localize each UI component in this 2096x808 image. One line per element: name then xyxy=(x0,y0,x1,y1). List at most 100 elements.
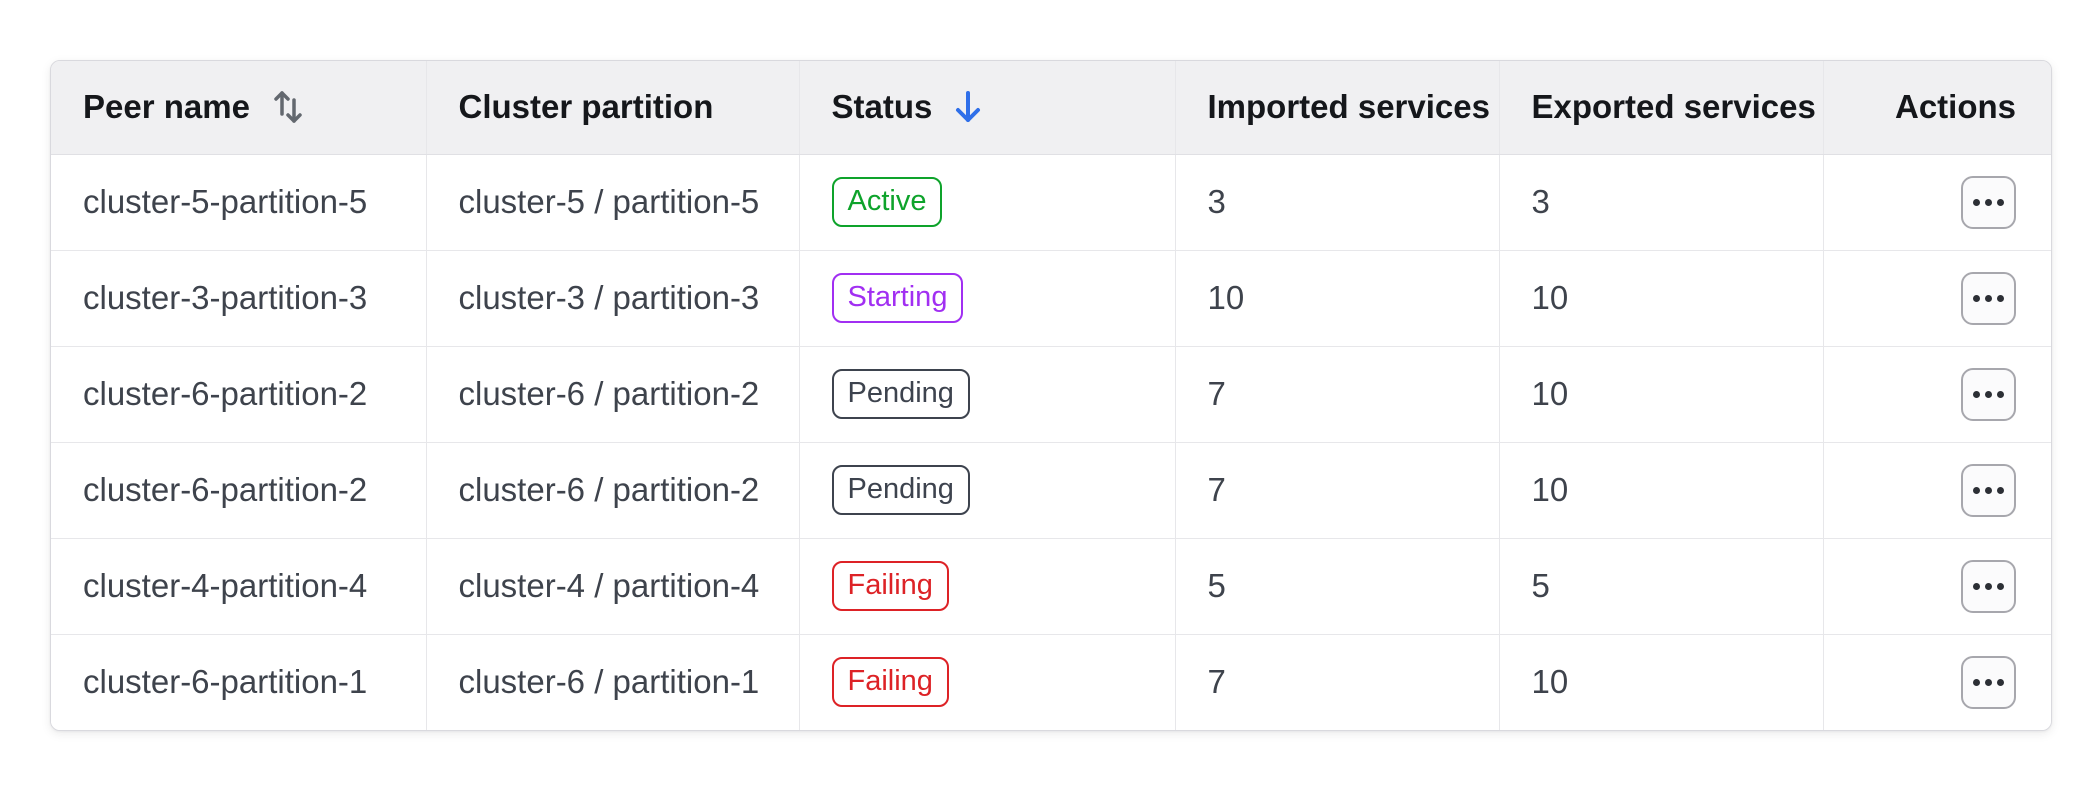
column-header-imported-services: Imported services xyxy=(1175,61,1500,155)
exported-services-value: 10 xyxy=(1531,471,1569,508)
peer-name-text: cluster-6-partition-2 xyxy=(83,471,368,508)
exported-services-cell: 10 xyxy=(1499,345,1824,442)
table-row: cluster-6-partition-2 cluster-6 / partit… xyxy=(51,441,2051,538)
imported-services-cell: 10 xyxy=(1175,249,1500,346)
column-header-peer-name[interactable]: Peer name xyxy=(51,61,427,155)
cluster-partition-cell: cluster-6 / partition-2 xyxy=(426,345,800,442)
exported-services-value: 3 xyxy=(1531,183,1550,220)
cluster-partition-text: cluster-4 / partition-4 xyxy=(458,567,760,604)
imported-services-value: 5 xyxy=(1207,567,1226,604)
row-actions-button[interactable] xyxy=(1961,271,2016,325)
cluster-partition-text: cluster-3 / partition-3 xyxy=(458,279,760,316)
peers-table-grid: Peer name Cluster partition xyxy=(51,61,2051,730)
status-cell: Pending xyxy=(799,441,1176,538)
ellipsis-icon xyxy=(1973,198,1980,206)
sort-both-icon xyxy=(274,91,302,123)
imported-services-cell: 3 xyxy=(1175,154,1500,250)
cluster-partition-text: cluster-6 / partition-1 xyxy=(458,663,760,701)
imported-services-value: 7 xyxy=(1207,471,1226,508)
column-label-actions: Actions xyxy=(1894,88,2016,126)
peer-name-cell: cluster-5-partition-5 xyxy=(51,154,427,250)
cluster-partition-cell: cluster-5 / partition-5 xyxy=(426,154,800,250)
peer-name-cell: cluster-6-partition-2 xyxy=(51,441,427,538)
status-cell: Failing xyxy=(799,633,1176,730)
table-row: cluster-4-partition-4 cluster-4 / partit… xyxy=(51,537,2051,634)
peer-name-text: cluster-6-partition-1 xyxy=(83,663,368,701)
cluster-partition-cell: cluster-6 / partition-1 xyxy=(426,633,800,730)
peer-name-cell: cluster-3-partition-3 xyxy=(51,249,427,346)
exported-services-value: 5 xyxy=(1531,567,1550,604)
table-row: cluster-6-partition-2 cluster-6 / partit… xyxy=(51,345,2051,442)
cluster-partition-text: cluster-6 / partition-2 xyxy=(458,471,760,508)
imported-services-cell: 7 xyxy=(1175,633,1500,730)
exported-services-value: 10 xyxy=(1531,375,1569,412)
column-header-cluster-partition: Cluster partition xyxy=(426,61,800,155)
exported-services-value: 10 xyxy=(1531,663,1569,701)
column-header-status[interactable]: Status xyxy=(799,61,1176,155)
status-cell: Starting xyxy=(799,249,1176,346)
imported-services-value: 10 xyxy=(1207,279,1245,316)
exported-services-cell: 10 xyxy=(1499,249,1824,346)
arrow-down-icon xyxy=(956,91,981,123)
column-label-exported-services: Exported services xyxy=(1531,88,1816,126)
status-badge: Active xyxy=(831,177,943,227)
actions-cell xyxy=(1823,537,2051,634)
status-badge: Starting xyxy=(831,273,964,323)
table-row: cluster-5-partition-5 cluster-5 / partit… xyxy=(51,154,2051,250)
actions-cell xyxy=(1823,154,2051,250)
status-cell: Pending xyxy=(799,345,1176,442)
actions-cell xyxy=(1823,441,2051,538)
status-badge: Pending xyxy=(831,369,970,419)
actions-cell xyxy=(1823,345,2051,442)
imported-services-value: 7 xyxy=(1207,663,1226,701)
peer-name-text: cluster-4-partition-4 xyxy=(83,567,368,604)
actions-cell xyxy=(1823,633,2051,730)
ellipsis-icon xyxy=(1973,390,1980,398)
row-actions-button[interactable] xyxy=(1961,559,2016,613)
status-badge: Failing xyxy=(831,561,949,611)
row-actions-button[interactable] xyxy=(1961,175,2016,229)
peer-name-cell: cluster-6-partition-2 xyxy=(51,345,427,442)
status-badge: Failing xyxy=(831,657,949,708)
peer-name-text: cluster-5-partition-5 xyxy=(83,183,368,220)
row-actions-button[interactable] xyxy=(1961,463,2016,517)
column-label-imported-services: Imported services xyxy=(1207,88,1490,126)
ellipsis-icon xyxy=(1973,678,1980,686)
status-cell: Active xyxy=(799,154,1176,250)
cluster-partition-text: cluster-5 / partition-5 xyxy=(458,183,760,220)
table-row: cluster-3-partition-3 cluster-3 / partit… xyxy=(51,249,2051,346)
exported-services-cell: 10 xyxy=(1499,441,1824,538)
cluster-partition-cell: cluster-4 / partition-4 xyxy=(426,537,800,634)
cluster-partition-text: cluster-6 / partition-2 xyxy=(458,375,760,412)
imported-services-value: 3 xyxy=(1207,183,1226,220)
status-cell: Failing xyxy=(799,537,1176,634)
actions-cell xyxy=(1823,249,2051,346)
ellipsis-icon xyxy=(1973,582,1980,590)
column-header-actions: Actions xyxy=(1823,61,2051,155)
cluster-partition-cell: cluster-6 / partition-2 xyxy=(426,441,800,538)
exported-services-cell: 10 xyxy=(1499,633,1824,730)
exported-services-cell: 5 xyxy=(1499,537,1824,634)
imported-services-cell: 7 xyxy=(1175,441,1500,538)
imported-services-cell: 5 xyxy=(1175,537,1500,634)
column-header-exported-services: Exported services xyxy=(1499,61,1824,155)
ellipsis-icon xyxy=(1973,294,1980,302)
peer-name-text: cluster-6-partition-2 xyxy=(83,375,368,412)
peer-name-cell: cluster-4-partition-4 xyxy=(51,537,427,634)
status-badge: Pending xyxy=(831,465,970,515)
ellipsis-icon xyxy=(1973,486,1980,494)
imported-services-value: 7 xyxy=(1207,375,1226,412)
header-row: Peer name Cluster partition xyxy=(51,61,2051,155)
column-label-status: Status xyxy=(831,88,933,126)
row-actions-button[interactable] xyxy=(1961,367,2016,421)
table-row: cluster-6-partition-1 cluster-6 / partit… xyxy=(51,633,2051,730)
peer-name-cell: cluster-6-partition-1 xyxy=(51,633,427,730)
exported-services-cell: 3 xyxy=(1499,154,1824,250)
row-actions-button[interactable] xyxy=(1961,655,2016,709)
cluster-partition-cell: cluster-3 / partition-3 xyxy=(426,249,800,346)
column-label-cluster-partition: Cluster partition xyxy=(458,88,714,126)
peer-name-text: cluster-3-partition-3 xyxy=(83,279,368,316)
column-label-peer-name: Peer name xyxy=(83,88,250,126)
peers-table: Peer name Cluster partition xyxy=(50,60,2052,731)
imported-services-cell: 7 xyxy=(1175,345,1500,442)
